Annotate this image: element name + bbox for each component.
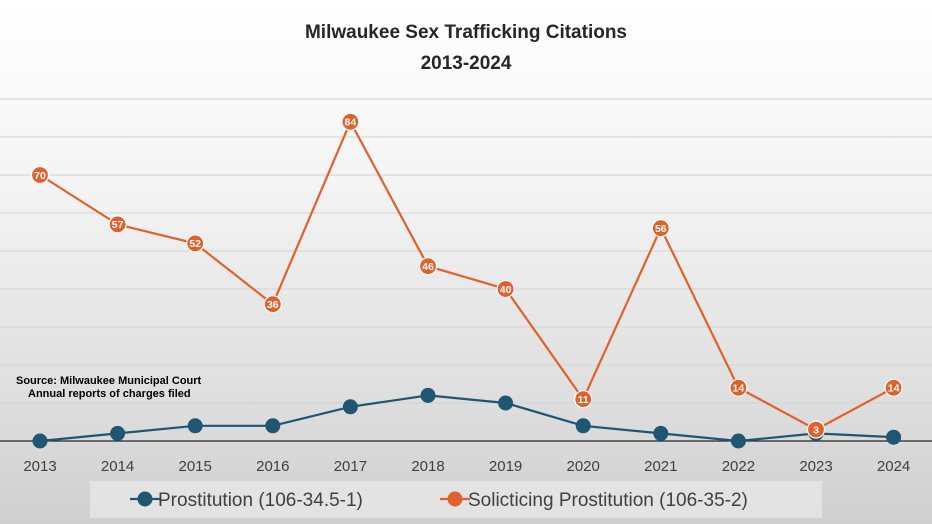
data-point [575, 418, 591, 434]
legend-marker [137, 491, 153, 507]
x-tick-label: 2018 [411, 458, 444, 475]
legend-marker [447, 491, 463, 507]
data-point [265, 418, 281, 434]
data-point [30, 165, 50, 185]
data-label: 84 [345, 117, 357, 129]
chart-subtitle: 2013-2024 [421, 53, 512, 74]
series-line [39, 119, 895, 431]
legend-label: Solicticing Prostitution (106-35-2) [468, 490, 748, 511]
data-label: 3 [813, 424, 819, 436]
data-point [498, 395, 514, 411]
x-tick-label: 2017 [334, 458, 367, 475]
data-label: 11 [578, 394, 589, 406]
series: 70 57 52 36 84 46 40 11 56 14 3 14 [30, 112, 903, 449]
x-tick-label: 2021 [644, 458, 677, 475]
data-point [420, 387, 436, 403]
x-tick-label: 2024 [877, 458, 910, 475]
data-point [806, 420, 826, 439]
data-label: 70 [34, 170, 46, 182]
source-annotation-line-1: Source: Milwaukee Municipal Court [16, 375, 202, 387]
data-point [730, 433, 746, 449]
x-tick-label: 2013 [23, 458, 56, 475]
data-label: 14 [888, 383, 900, 395]
x-tick-label: 2019 [489, 458, 522, 475]
data-label: 46 [422, 261, 434, 273]
x-tick-labels: 2013 2014 2015 2016 2017 2018 2019 2020 2021 2022… [23, 458, 910, 475]
data-label: 52 [189, 238, 201, 250]
data-point [341, 112, 360, 131]
x-tick-label: 2015 [179, 458, 212, 475]
data-label: 14 [733, 383, 745, 395]
x-tick-label: 2014 [101, 458, 134, 475]
data-label: 36 [267, 299, 279, 311]
chart-title: Milwaukee Sex Trafficking Citations [305, 22, 627, 43]
x-tick-label: 2023 [799, 458, 832, 475]
legend: Prostitution (106-34.5-1) Solicticing Pro… [130, 490, 748, 511]
data-point [418, 257, 438, 276]
data-point [32, 433, 48, 449]
source-annotation-line-2: Annual reports of charges filed [28, 388, 191, 400]
data-point [108, 215, 127, 234]
data-point [186, 234, 205, 253]
x-tick-label: 2016 [256, 458, 289, 475]
series-2: 70 57 52 36 84 46 40 11 56 14 3 14 [30, 112, 903, 439]
x-tick-label: 2020 [567, 458, 600, 475]
legend-label: Prostitution (106-34.5-1) [158, 490, 363, 511]
data-label: 56 [655, 223, 667, 235]
data-point [110, 425, 126, 441]
series-line [39, 394, 894, 443]
data-point [886, 429, 902, 445]
data-label: 57 [112, 219, 124, 231]
data-point [496, 279, 515, 299]
data-point [342, 399, 358, 415]
data-point [653, 425, 669, 441]
data-point [187, 418, 203, 434]
gridlines [0, 98, 932, 404]
data-label: 40 [500, 284, 512, 296]
data-point [884, 378, 903, 397]
x-tick-label: 2022 [722, 458, 755, 475]
data-point [651, 219, 670, 238]
data-point [574, 390, 593, 409]
data-point [729, 378, 748, 397]
data-point [263, 295, 282, 314]
